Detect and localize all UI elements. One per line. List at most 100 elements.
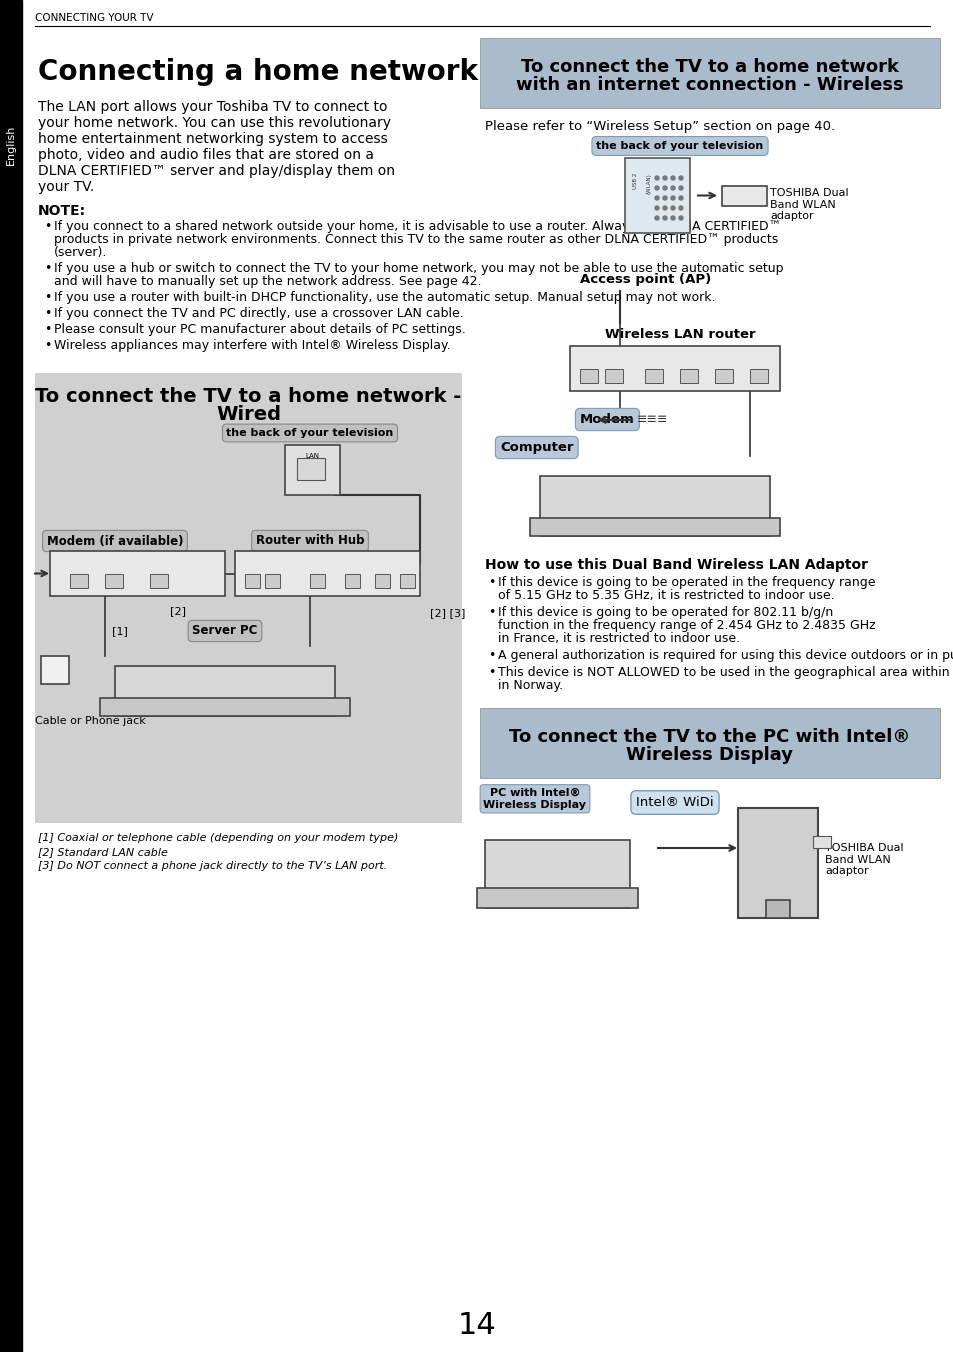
Bar — [679, 369, 698, 383]
Circle shape — [655, 206, 659, 210]
Bar — [310, 575, 325, 588]
Text: (server).: (server). — [54, 246, 108, 260]
Text: your TV.: your TV. — [38, 180, 94, 193]
Text: Please consult your PC manufacturer about details of PC settings.: Please consult your PC manufacturer abou… — [54, 323, 465, 337]
Bar — [150, 575, 168, 588]
Circle shape — [679, 216, 682, 220]
Text: Connecting a home network: Connecting a home network — [38, 58, 477, 87]
Text: your home network. You can use this revolutionary: your home network. You can use this revo… — [38, 116, 391, 130]
Circle shape — [655, 216, 659, 220]
Bar — [476, 888, 638, 909]
Text: photo, video and audio files that are stored on a: photo, video and audio files that are st… — [38, 147, 374, 162]
Text: •: • — [44, 291, 51, 304]
Bar — [115, 667, 335, 717]
Text: •: • — [488, 606, 495, 619]
Bar — [624, 158, 689, 233]
Circle shape — [679, 187, 682, 191]
Text: function in the frequency range of 2.454 GHz to 2.4835 GHz: function in the frequency range of 2.454… — [497, 619, 875, 631]
Text: Please refer to “Wireless Setup” section on page 40.: Please refer to “Wireless Setup” section… — [484, 120, 834, 132]
Bar — [100, 698, 350, 717]
Text: This device is NOT ALLOWED to be used in the geographical area within a radius o: This device is NOT ALLOWED to be used in… — [497, 667, 953, 679]
Bar — [296, 458, 325, 480]
Bar — [644, 369, 662, 383]
Bar — [345, 575, 359, 588]
Bar — [579, 369, 598, 383]
Text: USB 2: USB 2 — [633, 173, 638, 189]
Circle shape — [679, 206, 682, 210]
Circle shape — [662, 216, 666, 220]
Circle shape — [670, 206, 675, 210]
Bar — [265, 575, 280, 588]
Circle shape — [670, 176, 675, 180]
Text: Wireless Display: Wireless Display — [626, 746, 793, 764]
Circle shape — [662, 176, 666, 180]
Text: home entertainment networking system to access: home entertainment networking system to … — [38, 132, 387, 146]
Text: of 5.15 GHz to 5.35 GHz, it is restricted to indoor use.: of 5.15 GHz to 5.35 GHz, it is restricte… — [497, 589, 834, 602]
Bar — [749, 369, 767, 383]
Text: NOTE:: NOTE: — [38, 204, 86, 218]
Text: in France, it is restricted to indoor use.: in France, it is restricted to indoor us… — [497, 631, 740, 645]
Bar — [399, 575, 415, 588]
Text: Router with Hub: Router with Hub — [255, 534, 364, 548]
Text: •: • — [44, 262, 51, 274]
Bar — [375, 575, 390, 588]
Text: TOSHIBA Dual
Band WLAN
adaptor: TOSHIBA Dual Band WLAN adaptor — [824, 844, 902, 876]
Text: •: • — [488, 667, 495, 679]
Circle shape — [655, 196, 659, 200]
Bar — [479, 708, 939, 777]
Text: Wireless LAN router: Wireless LAN router — [604, 329, 755, 341]
Circle shape — [662, 187, 666, 191]
Text: Computer: Computer — [499, 441, 573, 454]
Circle shape — [662, 196, 666, 200]
Text: To connect the TV to the PC with Intel®: To connect the TV to the PC with Intel® — [509, 727, 910, 746]
Text: Wired: Wired — [215, 406, 281, 425]
Bar — [234, 552, 419, 596]
Text: If this device is going to be operated for 802.11 b/g/n: If this device is going to be operated f… — [497, 606, 832, 619]
Text: The LAN port allows your Toshiba TV to connect to: The LAN port allows your Toshiba TV to c… — [38, 100, 387, 114]
Text: [1] Coaxial or telephone cable (depending on your modem type): [1] Coaxial or telephone cable (dependin… — [38, 833, 398, 844]
Text: ≡≡≡: ≡≡≡ — [637, 414, 668, 426]
Text: Cable or Phone jack: Cable or Phone jack — [35, 717, 146, 726]
Bar — [479, 38, 939, 108]
Circle shape — [670, 216, 675, 220]
Text: DLNA CERTIFIED™ server and play/display them on: DLNA CERTIFIED™ server and play/display … — [38, 164, 395, 178]
Text: [2]: [2] — [170, 606, 186, 617]
Text: Modem: Modem — [579, 412, 634, 426]
Text: To connect the TV to a home network -: To connect the TV to a home network - — [35, 387, 461, 406]
Text: [2] [3]: [2] [3] — [430, 608, 465, 618]
Circle shape — [679, 196, 682, 200]
Bar — [738, 808, 817, 918]
Text: [2]: [2] — [310, 667, 326, 676]
Text: A general authorization is required for using this device outdoors or in public : A general authorization is required for … — [497, 649, 953, 662]
Text: (WLAN): (WLAN) — [646, 173, 651, 193]
Text: English: English — [6, 124, 16, 165]
Bar — [530, 518, 780, 535]
Text: and will have to manually set up the network address. See page 42.: and will have to manually set up the net… — [54, 274, 481, 288]
Bar — [569, 346, 780, 391]
Bar — [812, 836, 830, 848]
Text: If you use a hub or switch to connect the TV to your home network, you may not b: If you use a hub or switch to connect th… — [54, 262, 782, 274]
Bar — [714, 369, 732, 383]
Text: CONNECTING YOUR TV: CONNECTING YOUR TV — [35, 14, 153, 23]
Text: How to use this Dual Band Wireless LAN Adaptor: How to use this Dual Band Wireless LAN A… — [484, 558, 867, 572]
Text: To connect the TV to a home network: To connect the TV to a home network — [520, 58, 898, 76]
Text: with an internet connection - Wireless: with an internet connection - Wireless — [516, 76, 902, 95]
Text: [3] Do NOT connect a phone jack directly to the TV’s LAN port.: [3] Do NOT connect a phone jack directly… — [38, 861, 387, 871]
Text: Server PC: Server PC — [193, 625, 257, 638]
Bar — [105, 575, 123, 588]
Text: •: • — [44, 323, 51, 337]
Text: If you use a router with built-in DHCP functionality, use the automatic setup. M: If you use a router with built-in DHCP f… — [54, 291, 715, 304]
Text: PC with Intel®
Wireless Display: PC with Intel® Wireless Display — [483, 788, 586, 810]
Text: 14: 14 — [457, 1310, 496, 1340]
Text: in Norway.: in Norway. — [497, 679, 562, 692]
Text: [2] Standard LAN cable: [2] Standard LAN cable — [38, 846, 168, 857]
Text: Wireless appliances may interfere with Intel® Wireless Display.: Wireless appliances may interfere with I… — [54, 339, 450, 352]
Bar — [245, 575, 260, 588]
Bar — [604, 369, 622, 383]
Text: LAN: LAN — [305, 453, 319, 458]
Circle shape — [655, 176, 659, 180]
Bar — [0, 0, 22, 1352]
Text: •: • — [488, 649, 495, 662]
Text: [1]: [1] — [112, 626, 128, 635]
Circle shape — [670, 187, 675, 191]
